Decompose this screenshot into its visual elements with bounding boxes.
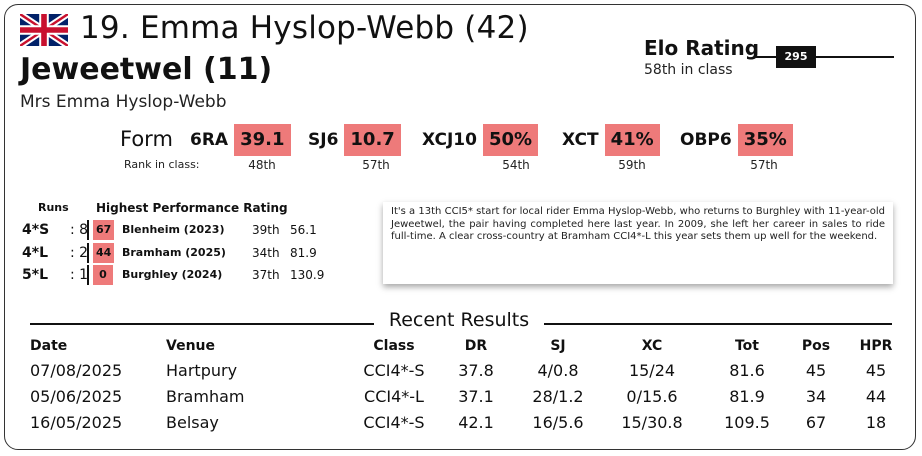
col-header-hpr: HPR xyxy=(859,338,893,354)
hpr-header: Highest Performance Rating xyxy=(96,201,288,215)
results-title: Recent Results xyxy=(388,309,530,331)
cell-sj: 4/0.8 xyxy=(537,361,579,380)
form-code: XCJ10 xyxy=(422,130,477,150)
runs-header: Runs xyxy=(38,201,69,214)
form-value: 50% xyxy=(482,124,539,156)
form-item-sj6: SJ6 10.7 xyxy=(308,124,401,156)
form-label: Form xyxy=(120,127,173,151)
cell-pos: 34 xyxy=(805,387,827,406)
form-item-xct: XCT 41% xyxy=(562,124,660,156)
form-rank: 48th xyxy=(248,158,276,172)
run-score: 81.9 xyxy=(290,246,317,260)
run-score: 130.9 xyxy=(290,268,325,282)
rider-name: 19. Emma Hyslop-Webb (42) xyxy=(80,10,529,46)
cell-dr: 37.8 xyxy=(458,361,494,380)
run-rank: 37th xyxy=(252,268,280,282)
col-header-tot: Tot xyxy=(734,338,759,354)
cell-class: CCI4*-S xyxy=(363,413,425,432)
elo-divider xyxy=(756,56,894,58)
cell-hpr: 45 xyxy=(865,361,887,380)
form-rank: 54th xyxy=(502,158,530,172)
cell-class: CCI4*-L xyxy=(364,387,424,406)
rider-note: It's a 13th CCI5* start for local rider … xyxy=(383,202,893,284)
form-value: 10.7 xyxy=(344,124,401,156)
cell-xc: 0/15.6 xyxy=(626,387,678,406)
run-hpr-badge: 67 xyxy=(93,220,115,240)
uk-flag-icon xyxy=(20,14,68,46)
cell-venue: Bramham xyxy=(166,387,245,406)
run-count: : 8 xyxy=(70,222,89,238)
elo-value: 295 xyxy=(776,46,816,68)
form-rank: 59th xyxy=(618,158,646,172)
run-level: 4*L xyxy=(22,245,48,261)
run-row: 4*L : 2 44 Bramham (2025) 34th 81.9 xyxy=(18,243,338,263)
results-divider-left xyxy=(30,323,374,325)
col-header-xc: XC xyxy=(641,338,663,354)
run-level: 4*S xyxy=(22,222,50,238)
col-header-date: Date xyxy=(30,338,68,354)
form-code: SJ6 xyxy=(308,130,339,150)
form-rank: 57th xyxy=(750,158,778,172)
run-count: : 1 xyxy=(70,267,89,283)
cell-venue: Belsay xyxy=(166,413,219,432)
run-rank: 39th xyxy=(252,223,280,237)
run-count: : 2 xyxy=(70,245,89,261)
run-divider xyxy=(87,243,89,263)
run-level: 5*L xyxy=(22,267,48,283)
col-header-dr: DR xyxy=(464,338,488,354)
cell-tot: 81.9 xyxy=(729,387,765,406)
form-code: XCT xyxy=(562,130,599,150)
cell-dr: 37.1 xyxy=(458,387,494,406)
run-rank: 34th xyxy=(252,246,280,260)
form-item-6ra: 6RA 39.1 xyxy=(190,124,291,156)
run-row: 4*S : 8 67 Blenheim (2023) 39th 56.1 xyxy=(18,220,338,240)
form-rank: 57th xyxy=(362,158,390,172)
horse-name: Jeweetwel (11) xyxy=(20,52,273,87)
cell-date: 16/05/2025 xyxy=(30,413,123,432)
cell-dr: 42.1 xyxy=(458,413,494,432)
cell-pos: 45 xyxy=(805,361,827,380)
cell-date: 05/06/2025 xyxy=(30,387,123,406)
cell-tot: 109.5 xyxy=(724,413,770,432)
run-hpr-badge: 44 xyxy=(93,243,115,263)
cell-xc: 15/30.8 xyxy=(621,413,683,432)
run-hpr-badge: 0 xyxy=(93,265,113,285)
form-value: 41% xyxy=(604,124,660,156)
rank-in-class-label: Rank in class: xyxy=(124,158,200,171)
cell-tot: 81.6 xyxy=(729,361,765,380)
form-item-xcj10: XCJ10 50% xyxy=(422,124,539,156)
cell-xc: 15/24 xyxy=(628,361,676,380)
elo-rank: 58th in class xyxy=(644,62,733,78)
form-code: 6RA xyxy=(190,130,229,150)
run-score: 56.1 xyxy=(290,223,317,237)
cell-hpr: 44 xyxy=(865,387,887,406)
col-header-pos: Pos xyxy=(801,338,831,354)
run-venue: Burghley (2024) xyxy=(122,268,223,281)
run-venue: Bramham (2025) xyxy=(122,246,226,259)
cell-date: 07/08/2025 xyxy=(30,361,123,380)
cell-sj: 16/5.6 xyxy=(532,413,584,432)
owner-name: Mrs Emma Hyslop-Webb xyxy=(20,92,227,112)
results-divider-right xyxy=(544,323,892,325)
form-value: 35% xyxy=(737,124,793,156)
cell-hpr: 18 xyxy=(865,413,887,432)
form-value: 39.1 xyxy=(234,124,291,156)
run-divider xyxy=(87,265,89,285)
cell-venue: Hartpury xyxy=(166,361,238,380)
cell-pos: 67 xyxy=(805,413,827,432)
run-row: 5*L : 1 0 Burghley (2024) 37th 130.9 xyxy=(18,265,338,285)
run-divider xyxy=(87,220,89,240)
form-item-obp6: OBP6 35% xyxy=(680,124,793,156)
col-header-class: Class xyxy=(373,338,415,354)
cell-class: CCI4*-S xyxy=(363,361,425,380)
col-header-venue: Venue xyxy=(166,338,215,354)
elo-label: Elo Rating xyxy=(644,36,760,60)
form-code: OBP6 xyxy=(680,130,732,150)
col-header-sj: SJ xyxy=(550,338,566,354)
cell-sj: 28/1.2 xyxy=(532,387,584,406)
run-venue: Blenheim (2023) xyxy=(122,223,225,236)
